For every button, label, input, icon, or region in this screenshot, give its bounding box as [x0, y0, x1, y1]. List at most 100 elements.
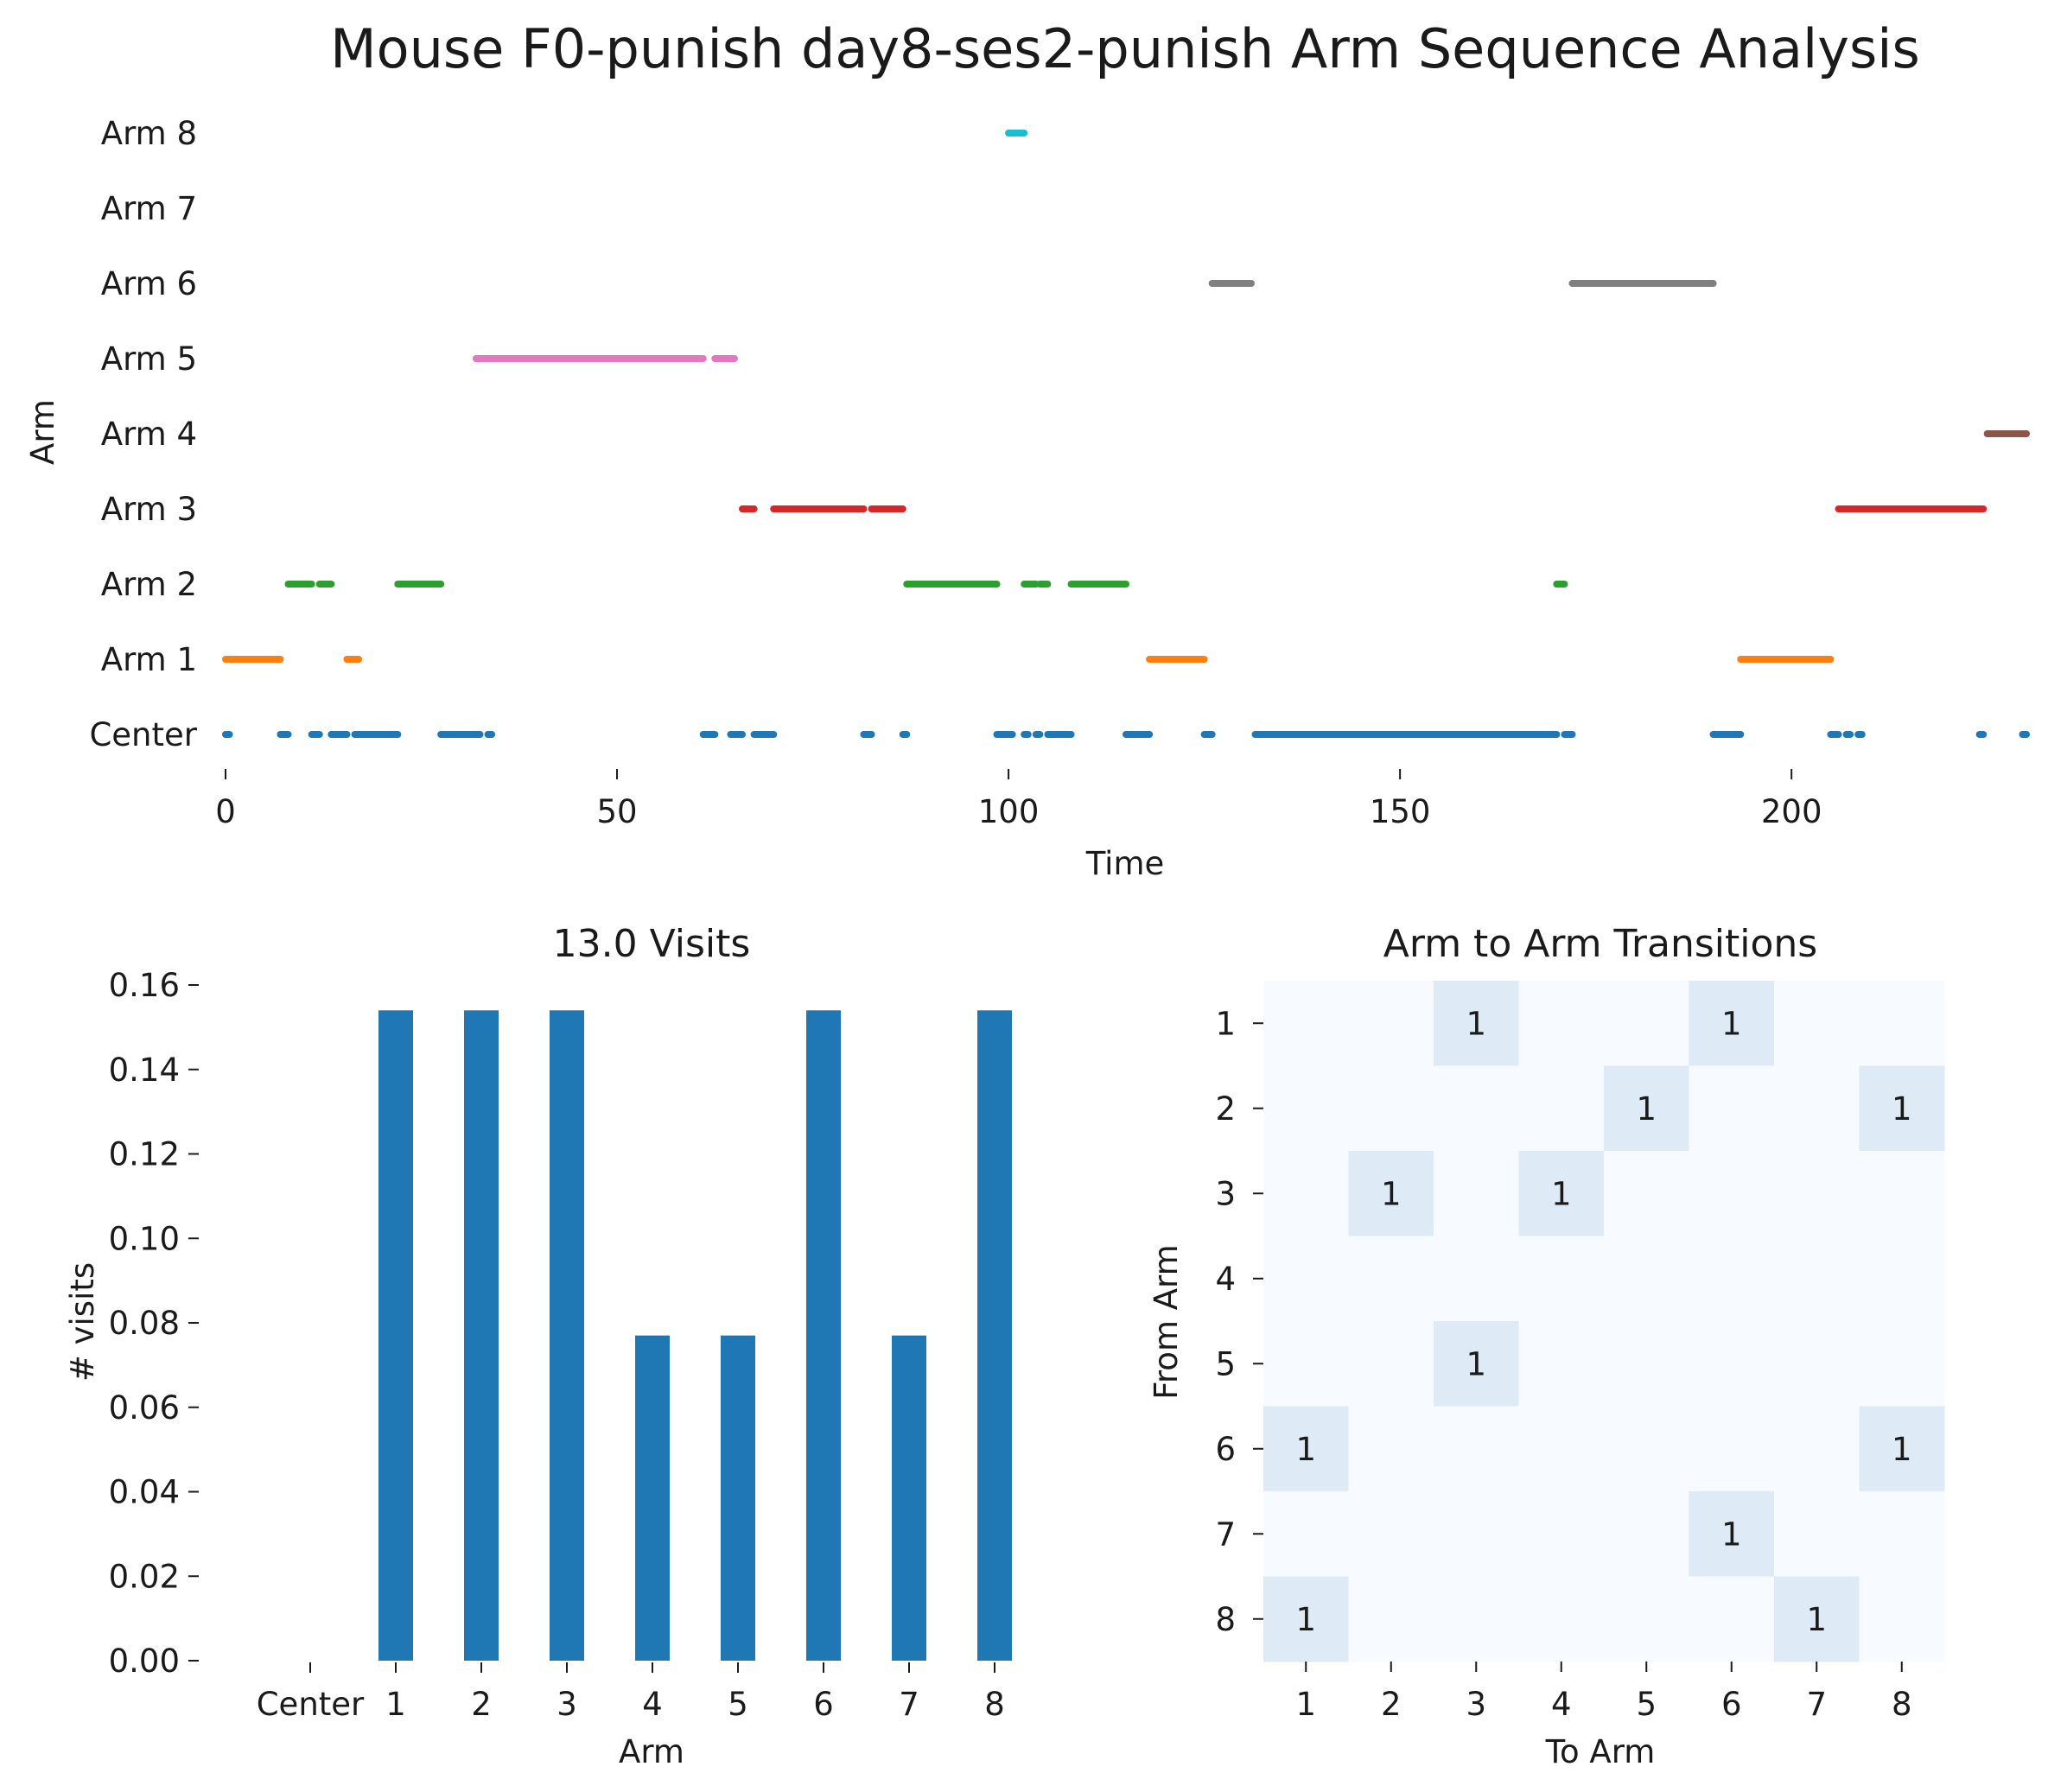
heatmap-cell: [1263, 981, 1350, 1067]
visit-bar: [550, 1010, 584, 1661]
visits-x-tick-label: Center: [257, 1686, 365, 1723]
heatmap-cell: [1859, 1406, 1945, 1492]
sequence-y-tick-label: Arm 3: [101, 491, 197, 528]
heatmap-x-tick-label: 2: [1381, 1686, 1402, 1723]
heatmap-cell: [1263, 1151, 1350, 1237]
heatmap-cell: [1774, 1576, 1860, 1662]
heatmap-cell: [1518, 1576, 1605, 1662]
heatmap-cell: [1348, 1065, 1434, 1152]
visits-y-tick-label: 0.08: [109, 1305, 180, 1342]
heatmap-cell-label: 1: [1636, 1090, 1657, 1128]
heatmap-cell: [1604, 981, 1690, 1067]
heatmap-y-tick-label: 3: [1215, 1175, 1236, 1212]
heatmap-y-tick-label: 5: [1215, 1345, 1236, 1382]
heatmap-x-tick-label: 4: [1551, 1686, 1572, 1723]
visits-y-label: # visits: [64, 1262, 101, 1382]
visits-x-label: Arm: [619, 1733, 684, 1770]
visit-bar: [635, 1335, 670, 1661]
heatmap-x-tick-label: 6: [1721, 1686, 1742, 1723]
sequence-y-label: Arm: [24, 399, 61, 465]
heatmap-cell: [1859, 1491, 1945, 1578]
heatmap-cell-label: 1: [1466, 1005, 1486, 1042]
sequence-x-label: Time: [1085, 845, 1165, 882]
heatmap-cell: [1774, 981, 1860, 1067]
heatmap-cell: [1774, 1321, 1860, 1408]
heatmap-cell: [1689, 1236, 1775, 1322]
heatmap-cell: [1434, 1491, 1520, 1578]
heatmap-cell: [1689, 1065, 1775, 1152]
visit-bar: [378, 1010, 413, 1661]
heatmap-cell: [1434, 981, 1520, 1067]
visits-y-tick-label: 0.00: [109, 1643, 180, 1680]
heatmap-cell: [1263, 1236, 1350, 1322]
heatmap-cell: [1263, 1406, 1350, 1492]
transitions-title: Arm to Arm Transitions: [1383, 922, 1817, 966]
visits-x-tick-label: 1: [385, 1686, 406, 1723]
visits-x-ticks: Center 1 2 3 4 5 6 7 8: [257, 1662, 1005, 1723]
sequence-y-tick-label: Center: [89, 716, 197, 753]
heatmap-cell: [1263, 1321, 1350, 1408]
visits-x-tick-label: 4: [642, 1686, 663, 1723]
heatmap-cell: [1689, 1151, 1775, 1237]
heatmap-cell-label: 1: [1295, 1601, 1316, 1638]
figure-title: Mouse F0-punish day8-ses2-punish Arm Seq…: [330, 17, 1920, 80]
sequence-y-tick-label: Arm 6: [101, 265, 197, 302]
visits-x-tick-label: 7: [899, 1686, 919, 1723]
heatmap-cell: [1518, 1321, 1605, 1408]
transitions-heatmap: Arm to Arm Transitions 1 1 1 1 1 1 1 1 1 1 1 1 1 2 3 4…: [1148, 922, 1945, 1770]
heatmap-cell: [1348, 1151, 1434, 1237]
heatmap-cell: [1518, 1491, 1605, 1578]
visits-x-tick-label: 3: [557, 1686, 577, 1723]
heatmap-cell: [1434, 1236, 1520, 1322]
heatmap-cell: [1348, 981, 1434, 1067]
heatmap-y-tick-label: 6: [1215, 1431, 1236, 1468]
heatmap-x-tick-label: 3: [1466, 1686, 1486, 1723]
heatmap-cell-label: 1: [1892, 1090, 1912, 1128]
heatmap-cell-label: 1: [1466, 1345, 1486, 1382]
sequence-y-tick-label: Arm 4: [101, 416, 197, 453]
heatmap-cell-label: 1: [1721, 1516, 1742, 1553]
arm-sequence-plot: Center Arm 1 Arm 2 Arm 3 Arm 4 Arm 5 Arm 6 Arm …: [24, 115, 2030, 882]
heatmap-cell-label: 1: [1381, 1175, 1402, 1212]
visits-y-tick-label: 0.16: [109, 967, 180, 1004]
heatmap-cell: [1604, 1406, 1690, 1492]
heatmap-cell: [1689, 1406, 1775, 1492]
visits-x-tick-label: 5: [728, 1686, 748, 1723]
sequence-y-tick-label: Arm 8: [101, 115, 197, 152]
heatmap-cell: [1774, 1065, 1860, 1152]
heatmap-cell: [1263, 1576, 1350, 1662]
heatmap-x-tick-label: 8: [1892, 1686, 1912, 1723]
heatmap-cell: [1859, 1236, 1945, 1322]
visit-bar: [464, 1010, 499, 1661]
visits-x-tick-label: 6: [813, 1686, 834, 1723]
sequence-x-tick-label: 150: [1370, 793, 1431, 830]
heatmap-cell: [1518, 981, 1605, 1067]
heatmap-cell: [1518, 1151, 1605, 1237]
heatmap-y-tick-label: 7: [1215, 1516, 1236, 1553]
sequence-x-tick-label: 0: [215, 793, 236, 830]
visits-y-ticks: 0.00 0.02 0.04 0.06 0.08 0.10 0.12 0.14 0.16: [109, 967, 199, 1680]
heatmap-cell: [1689, 1576, 1775, 1662]
heatmap-cell: [1518, 1236, 1605, 1322]
heatmap-x-tick-label: 1: [1295, 1686, 1316, 1723]
heatmap-cell: [1689, 981, 1775, 1067]
heatmap-cell-label: 1: [1721, 1005, 1742, 1042]
visits-y-tick-label: 0.04: [109, 1474, 180, 1511]
heatmap-cell: [1774, 1406, 1860, 1492]
heatmap-cell-label: 1: [1295, 1431, 1316, 1468]
heatmap-cell: [1434, 1406, 1520, 1492]
sequence-y-tick-labels: Center Arm 1 Arm 2 Arm 3 Arm 4 Arm 5 Arm 6 Arm …: [89, 115, 197, 753]
heatmap-y-ticks: 1 2 3 4 5 6 7 8: [1215, 1005, 1263, 1638]
heatmap-cell: [1604, 1151, 1690, 1237]
heatmap-y-tick-label: 2: [1215, 1090, 1236, 1128]
heatmap-cell: [1859, 981, 1945, 1067]
heatmap-x-tick-label: 5: [1636, 1686, 1657, 1723]
sequence-segments: [222, 130, 2030, 738]
visits-y-tick-label: 0.12: [109, 1136, 180, 1173]
visit-bar: [721, 1335, 755, 1661]
sequence-y-tick-label: Arm 1: [101, 641, 197, 678]
heatmap-cell: [1348, 1236, 1434, 1322]
heatmap-cell: [1859, 1321, 1945, 1408]
sequence-x-tick-label: 50: [596, 793, 637, 830]
visit-bar: [806, 1010, 841, 1661]
